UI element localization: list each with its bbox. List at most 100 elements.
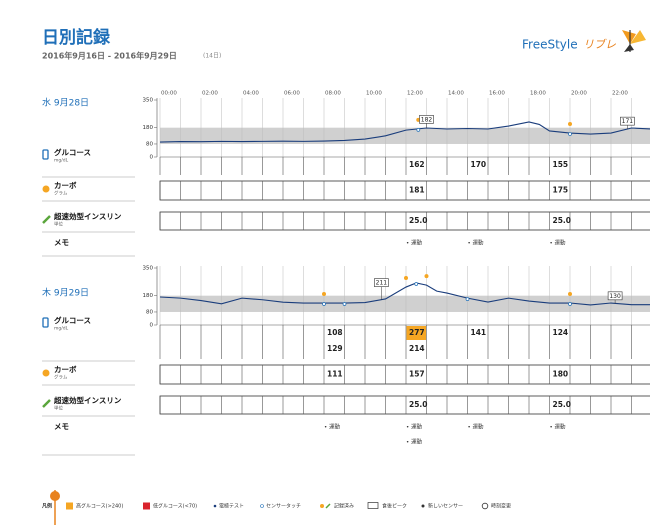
insulin-row — [159, 395, 650, 415]
time-label: 14:00 — [448, 91, 464, 97]
carbs-icon — [42, 369, 50, 377]
carbs-value: 180 — [553, 370, 569, 379]
insulin-unit: 単位 — [54, 221, 63, 228]
logged-event — [404, 276, 408, 281]
legend-logged-icon — [320, 504, 324, 508]
peak-label: 171 — [622, 118, 634, 125]
phone-icon — [42, 149, 49, 160]
logged-event — [568, 292, 572, 297]
day-date: 木 9月29日 — [42, 287, 89, 299]
glucose-value: 155 — [553, 160, 569, 169]
y-tick-label: 180 — [143, 125, 154, 131]
logged-event — [322, 292, 326, 297]
carbs-row — [159, 364, 650, 385]
peak-label: 130 — [609, 293, 621, 300]
glucose-value: 162 — [409, 160, 425, 169]
carbs-label: カーボ — [54, 180, 77, 190]
peak-box — [419, 115, 434, 124]
memo-item: • 運動 — [324, 423, 340, 431]
time-label: 04:00 — [243, 91, 259, 97]
legend-touch-dot — [260, 504, 264, 508]
carbs-unit: グラム — [54, 190, 68, 197]
time-label: 12:00 — [407, 91, 423, 97]
logo-sub: リブレ — [583, 38, 616, 51]
glucose-value: 170 — [471, 160, 487, 169]
memo-item: • 運動 — [406, 423, 422, 431]
time-label: 16:00 — [489, 91, 505, 97]
insulin-icon — [42, 215, 51, 224]
insulin-label: 超速効型インスリン — [53, 395, 122, 405]
memo-item: • 運動 — [550, 423, 566, 431]
glucose-curve — [159, 121, 650, 143]
glucose-label: グルコース — [54, 147, 91, 157]
legend-time-change: 時刻変更 — [491, 503, 511, 510]
legend-new-sensor-dot — [421, 504, 425, 508]
time-label: 08:00 — [325, 91, 341, 97]
y-tick-label: 0 — [150, 155, 154, 161]
carbs-value: 175 — [553, 186, 569, 195]
target-range — [160, 127, 650, 144]
sensor-scan — [568, 302, 572, 306]
glucose-unit: mg/dL — [54, 158, 69, 164]
memo-label: メモ — [54, 238, 69, 247]
carbs-row — [159, 180, 650, 201]
glucose-label: グルコース — [54, 315, 91, 325]
memo-item: • 運動 — [468, 423, 484, 431]
glucose-value: 108 — [327, 328, 343, 337]
legend-high: 高グルコース(>240) — [76, 503, 123, 510]
insulin-unit: 単位 — [54, 405, 63, 412]
logged-event — [568, 122, 572, 127]
sensor-scan — [416, 128, 421, 132]
legend-peak-box — [367, 502, 379, 509]
glucose-value: 141 — [471, 328, 487, 337]
memo-item: • 運動 — [468, 239, 484, 247]
y-tick-label: 80 — [146, 309, 153, 315]
high-glucose — [406, 326, 426, 340]
logo: FreeStyle — [522, 38, 578, 52]
time-label: 18:00 — [530, 91, 546, 97]
memo-item: • 運動 — [406, 438, 422, 446]
insulin-icon — [42, 399, 51, 408]
y-tick-label: 350 — [143, 266, 154, 272]
glucose-unit: mg/dL — [54, 326, 69, 332]
y-tick-label: 80 — [146, 141, 153, 147]
time-label: 06:00 — [284, 91, 300, 97]
legend-low: 低グルコース(<70) — [153, 503, 197, 510]
legend-clock — [481, 502, 489, 510]
legend-pin — [50, 490, 60, 525]
time-label: 20:00 — [571, 91, 587, 97]
carbs-value: 111 — [327, 370, 343, 379]
memo-label: メモ — [54, 422, 69, 431]
glucose-value: 214 — [409, 344, 425, 353]
carbs-value: 157 — [409, 370, 425, 379]
days-count: (14日) — [203, 53, 221, 60]
date-range: 2016年9月16日 - 2016年9月29日 — [42, 51, 177, 61]
legend-low-swatch — [143, 502, 150, 510]
carbs-unit: グラム — [54, 374, 68, 381]
legend-touch: センサータッチ — [266, 503, 301, 510]
legend-strip-dot — [213, 504, 217, 508]
sensor-scan — [342, 302, 347, 306]
legend-logged-pen — [325, 503, 331, 509]
legend-high-swatch — [66, 502, 73, 510]
y-tick-label: 180 — [143, 293, 154, 299]
sensor-scan — [568, 132, 572, 136]
title: 日別記録 — [42, 27, 111, 48]
phone-icon — [42, 317, 49, 328]
peak-label: 182 — [421, 116, 433, 123]
carbs-value: 181 — [409, 186, 425, 195]
peak-box — [620, 116, 635, 126]
peak-box — [374, 278, 389, 287]
insulin-value: 25.0 — [553, 216, 572, 225]
glucose-value: 277 — [409, 328, 425, 337]
insulin-row — [159, 211, 650, 231]
insulin-value: 25.0 — [409, 400, 428, 409]
memo-item: • 運動 — [550, 239, 566, 247]
sensor-scan — [414, 282, 419, 286]
peak-box — [607, 291, 623, 301]
legend-logged: 記録済み — [334, 503, 354, 510]
sensor-scan — [465, 297, 470, 301]
sensor-scan — [322, 302, 326, 306]
butterfly — [622, 30, 646, 52]
